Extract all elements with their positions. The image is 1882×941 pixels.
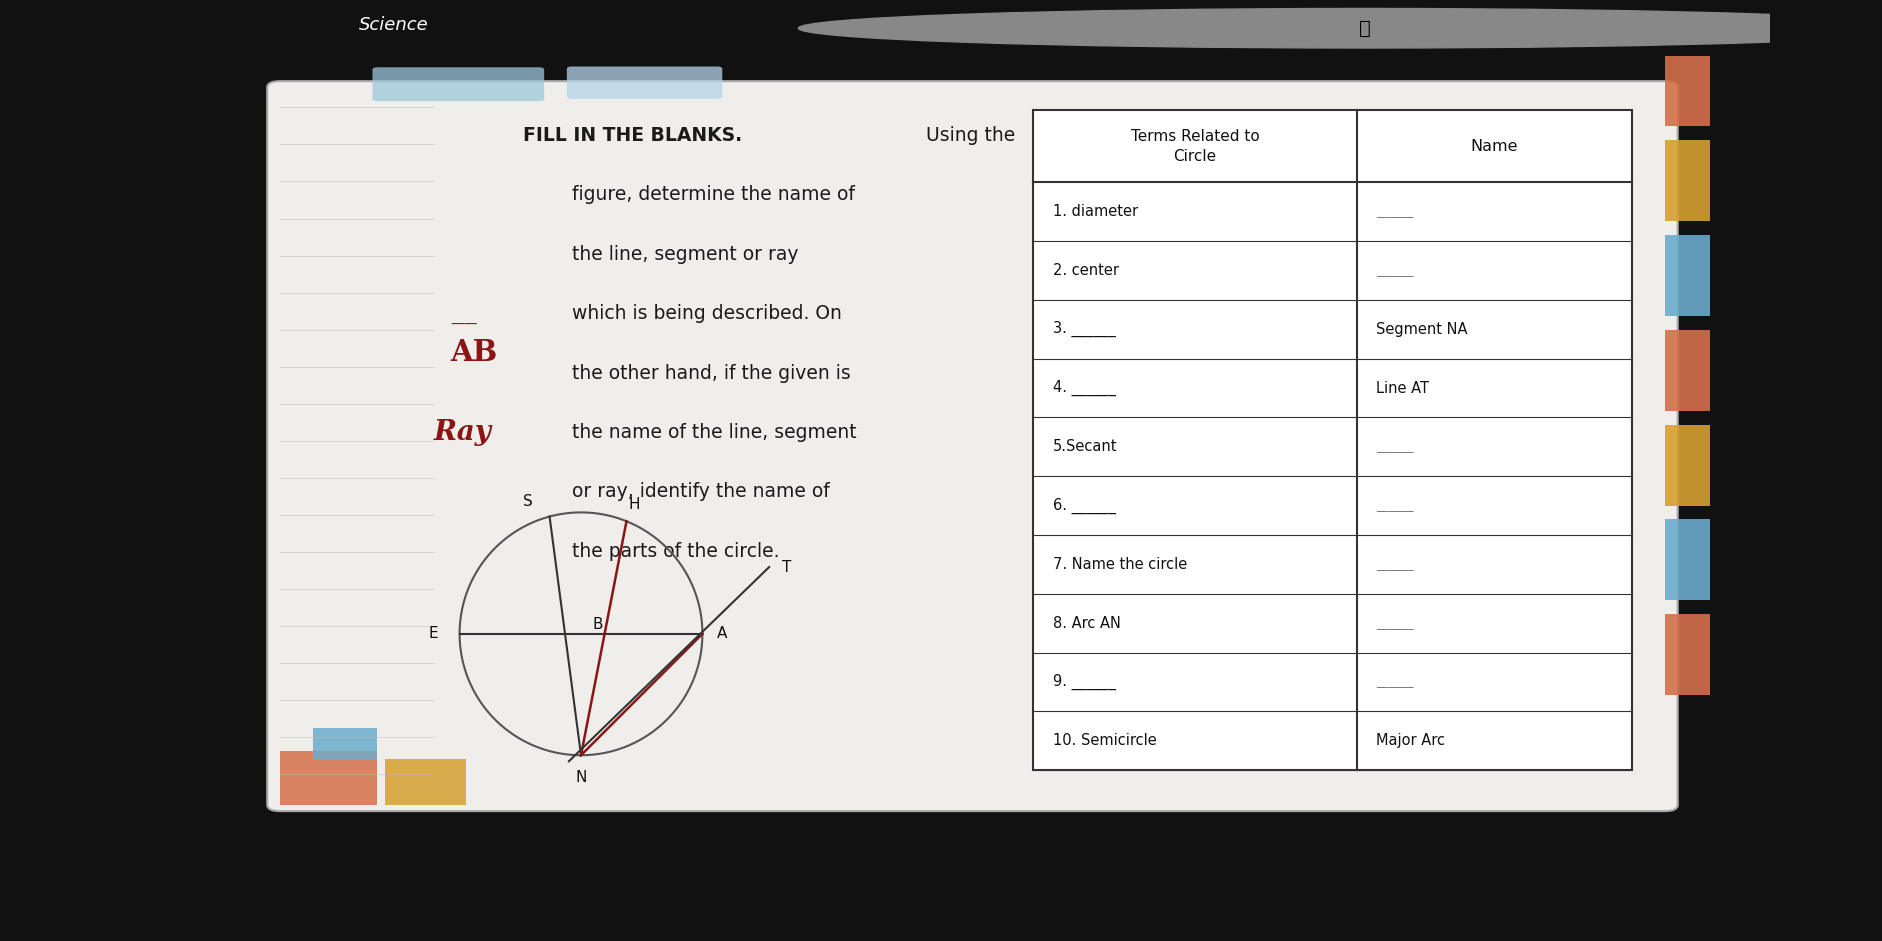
Bar xyxy=(312,727,376,758)
Text: 10. Semicircle: 10. Semicircle xyxy=(1052,733,1156,748)
Text: Segment NA: Segment NA xyxy=(1376,322,1466,337)
Text: figure, determine the name of: figure, determine the name of xyxy=(572,185,854,204)
Text: Ray: Ray xyxy=(433,419,491,446)
Text: ——: —— xyxy=(450,318,478,332)
Text: the line, segment or ray: the line, segment or ray xyxy=(572,245,798,263)
Text: 3. ______: 3. ______ xyxy=(1052,321,1114,337)
Text: Terms Related to
Circle: Terms Related to Circle xyxy=(1129,129,1259,164)
Text: B: B xyxy=(593,616,602,631)
Text: E: E xyxy=(427,627,437,642)
FancyBboxPatch shape xyxy=(267,81,1677,811)
Text: the parts of the circle.: the parts of the circle. xyxy=(572,542,779,561)
Bar xyxy=(280,751,376,805)
Bar xyxy=(386,758,467,805)
Circle shape xyxy=(798,8,1882,48)
Text: ______: ______ xyxy=(1376,263,1413,277)
Bar xyxy=(1033,110,1632,770)
Text: ______: ______ xyxy=(1376,676,1413,689)
Bar xyxy=(1664,329,1709,410)
Text: 📌: 📌 xyxy=(1359,19,1370,38)
Text: the name of the line, segment: the name of the line, segment xyxy=(572,423,856,442)
Text: ______: ______ xyxy=(1376,558,1413,571)
Text: ______: ______ xyxy=(1376,499,1413,512)
Text: 6. ______: 6. ______ xyxy=(1052,498,1114,514)
Text: ______: ______ xyxy=(1376,205,1413,218)
Text: 5.Secant: 5.Secant xyxy=(1052,439,1116,455)
Text: 1. diameter: 1. diameter xyxy=(1052,204,1137,219)
Text: 9. ______: 9. ______ xyxy=(1052,674,1114,690)
Text: 4. ______: 4. ______ xyxy=(1052,380,1114,396)
Text: Using the: Using the xyxy=(918,126,1014,145)
Text: 7. Name the circle: 7. Name the circle xyxy=(1052,557,1186,572)
Bar xyxy=(1664,424,1709,505)
Text: A: A xyxy=(717,627,726,642)
Text: T: T xyxy=(781,560,790,575)
Text: Science: Science xyxy=(358,16,429,35)
Text: ______: ______ xyxy=(1376,616,1413,630)
Text: N: N xyxy=(576,770,587,785)
Text: S: S xyxy=(523,494,533,509)
Text: or ray, identify the name of: or ray, identify the name of xyxy=(572,483,828,502)
Text: 2. center: 2. center xyxy=(1052,263,1118,278)
Text: FILL IN THE BLANKS.: FILL IN THE BLANKS. xyxy=(523,126,742,145)
Text: which is being described. On: which is being described. On xyxy=(572,304,841,323)
FancyBboxPatch shape xyxy=(373,67,544,102)
Text: H: H xyxy=(629,497,640,512)
Text: 8. Arc AN: 8. Arc AN xyxy=(1052,615,1120,630)
Bar xyxy=(1664,614,1709,695)
Text: Name: Name xyxy=(1470,139,1517,154)
Bar xyxy=(1664,140,1709,221)
Text: ______: ______ xyxy=(1376,440,1413,454)
Text: Major Arc: Major Arc xyxy=(1376,733,1443,748)
Bar xyxy=(1664,234,1709,316)
Text: the other hand, if the given is: the other hand, if the given is xyxy=(572,363,851,383)
FancyBboxPatch shape xyxy=(566,67,723,99)
Bar xyxy=(1664,45,1709,126)
Text: Line AT: Line AT xyxy=(1376,380,1428,395)
Text: AB: AB xyxy=(450,338,497,367)
Bar xyxy=(1664,519,1709,600)
